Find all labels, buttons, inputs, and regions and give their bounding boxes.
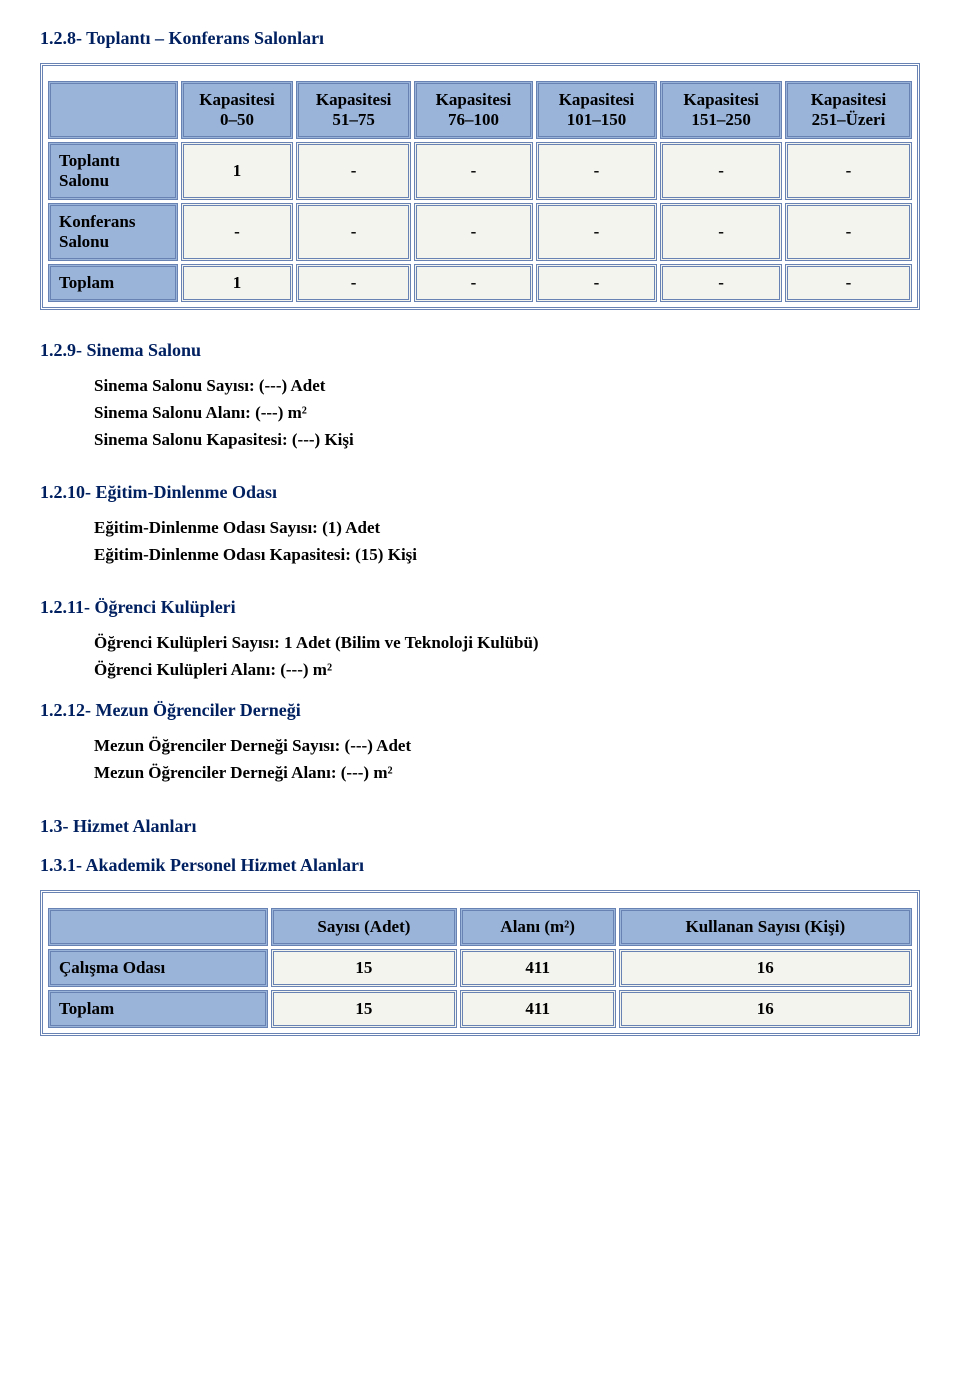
th-cap-101-150: Kapasitesi 101–150	[536, 81, 658, 139]
cell: -	[414, 203, 532, 261]
cell: -	[181, 203, 293, 261]
table-row: Toplam 15 411 16	[48, 990, 912, 1028]
text-129-3: Sinema Salonu Kapasitesi: (---) Kişi	[94, 429, 920, 452]
text-1210-2: Eğitim-Dinlenme Odası Kapasitesi: (15) K…	[94, 544, 920, 567]
cell: -	[536, 142, 658, 200]
cell: 15	[271, 990, 457, 1028]
table-header-blank	[48, 908, 268, 946]
table-128: Kapasitesi 0–50 Kapasitesi 51–75 Kapasit…	[45, 78, 915, 305]
table-131: Sayısı (Adet) Alanı (m²) Kullanan Sayısı…	[45, 905, 915, 1031]
text-129-1: Sinema Salonu Sayısı: (---) Adet	[94, 375, 920, 398]
th-cap-76-100: Kapasitesi 76–100	[414, 81, 532, 139]
table-row: Konferans Salonu - - - - - -	[48, 203, 912, 261]
heading-13: 1.3- Hizmet Alanları	[40, 816, 920, 837]
table-header-row: Sayısı (Adet) Alanı (m²) Kullanan Sayısı…	[48, 908, 912, 946]
th-cap-0-50: Kapasitesi 0–50	[181, 81, 293, 139]
cell: -	[536, 203, 658, 261]
cell: -	[660, 264, 782, 302]
text-1212-1: Mezun Öğrenciler Derneği Sayısı: (---) A…	[94, 735, 920, 758]
cell: 1	[181, 264, 293, 302]
cell: 1	[181, 142, 293, 200]
cell: -	[660, 203, 782, 261]
cell: 16	[619, 949, 912, 987]
heading-1210: 1.2.10- Eğitim-Dinlenme Odası	[40, 482, 920, 503]
cell: -	[785, 264, 912, 302]
heading-129: 1.2.9- Sinema Salonu	[40, 340, 920, 361]
table-row: Toplam 1 - - - - -	[48, 264, 912, 302]
th-cap-251-plus: Kapasitesi 251–Üzeri	[785, 81, 912, 139]
cell: -	[414, 264, 532, 302]
heading-1211: 1.2.11- Öğrenci Kulüpleri	[40, 597, 920, 618]
table-row: Toplantı Salonu 1 - - - - -	[48, 142, 912, 200]
text-1211-2: Öğrenci Kulüpleri Alanı: (---) m²	[94, 659, 920, 682]
text-1211-1: Öğrenci Kulüpleri Sayısı: 1 Adet (Bilim …	[94, 632, 920, 655]
text-1212-2: Mezun Öğrenciler Derneği Alanı: (---) m²	[94, 762, 920, 785]
cell: 16	[619, 990, 912, 1028]
cell: -	[536, 264, 658, 302]
table-128-wrapper: Kapasitesi 0–50 Kapasitesi 51–75 Kapasit…	[40, 63, 920, 310]
cell: -	[296, 142, 411, 200]
row-label: Toplam	[48, 990, 268, 1028]
cell: -	[785, 142, 912, 200]
row-label: Toplam	[48, 264, 178, 302]
table-131-wrapper: Sayısı (Adet) Alanı (m²) Kullanan Sayısı…	[40, 890, 920, 1036]
row-label: Çalışma Odası	[48, 949, 268, 987]
heading-128: 1.2.8- Toplantı – Konferans Salonları	[40, 28, 920, 49]
text-129-2: Sinema Salonu Alanı: (---) m²	[94, 402, 920, 425]
heading-1212: 1.2.12- Mezun Öğrenciler Derneği	[40, 700, 920, 721]
cell: -	[660, 142, 782, 200]
text-1210-1: Eğitim-Dinlenme Odası Sayısı: (1) Adet	[94, 517, 920, 540]
row-label: Toplantı Salonu	[48, 142, 178, 200]
cell: -	[785, 203, 912, 261]
cell: -	[414, 142, 532, 200]
th-area: Alanı (m²)	[460, 908, 616, 946]
heading-131: 1.3.1- Akademik Personel Hizmet Alanları	[40, 855, 920, 876]
th-cap-151-250: Kapasitesi 151–250	[660, 81, 782, 139]
row-label: Konferans Salonu	[48, 203, 178, 261]
cell: -	[296, 264, 411, 302]
th-users: Kullanan Sayısı (Kişi)	[619, 908, 912, 946]
table-row: Çalışma Odası 15 411 16	[48, 949, 912, 987]
cell: 15	[271, 949, 457, 987]
table-header-blank	[48, 81, 178, 139]
th-count: Sayısı (Adet)	[271, 908, 457, 946]
cell: 411	[460, 949, 616, 987]
table-header-row: Kapasitesi 0–50 Kapasitesi 51–75 Kapasit…	[48, 81, 912, 139]
cell: 411	[460, 990, 616, 1028]
cell: -	[296, 203, 411, 261]
th-cap-51-75: Kapasitesi 51–75	[296, 81, 411, 139]
